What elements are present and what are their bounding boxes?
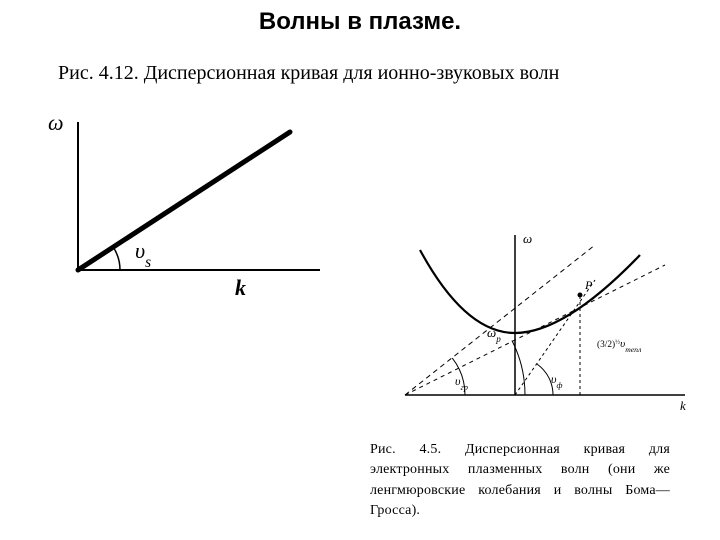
svg-text:ωp: ωp — [487, 325, 501, 344]
svg-text:υф: υф — [551, 372, 563, 390]
svg-text:υs: υs — [135, 238, 151, 271]
plot-ion-acoustic: ω k υs — [40, 110, 340, 310]
caption-4-5: Рис. 4.5. Дисперсионная кривая для элект… — [370, 440, 670, 521]
svg-text:P: P — [584, 278, 593, 292]
svg-text:ω: ω — [48, 110, 64, 135]
plot-langmuir: ω k ωp Pυгр υф (3/2)½υтепл — [365, 225, 695, 435]
caption-4-12: Рис. 4.12. Дисперсионная кривая для ионн… — [58, 62, 559, 85]
svg-text:k: k — [680, 398, 686, 413]
svg-text:(3/2)½υтепл: (3/2)½υтепл — [597, 338, 642, 354]
svg-text:k: k — [235, 275, 246, 300]
svg-text:υгр: υгр — [455, 374, 468, 392]
svg-text:ω: ω — [523, 231, 532, 246]
page-title: Волны в плазме. — [0, 8, 720, 36]
